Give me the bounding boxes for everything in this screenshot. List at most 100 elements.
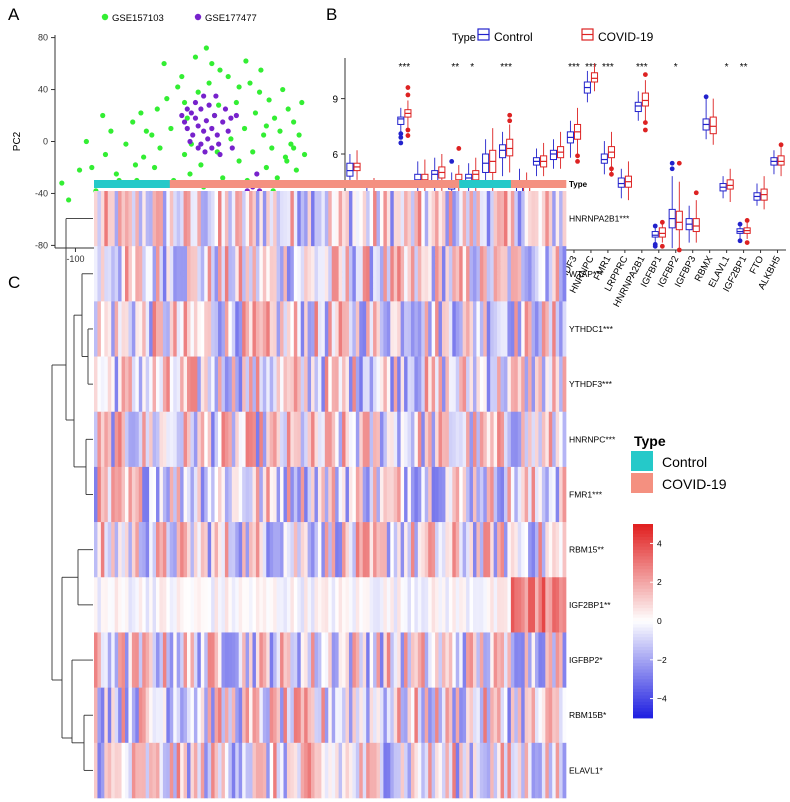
- colorbar-segment: [633, 530, 653, 535]
- heatmap-cell: [218, 411, 222, 468]
- heatmap-cell: [121, 522, 126, 578]
- heatmap-cell: [249, 466, 253, 523]
- heatmap-cell: [459, 191, 463, 247]
- heatmap-cell: [94, 356, 98, 413]
- heatmap-cell: [331, 632, 336, 688]
- point-gse177477: [187, 138, 193, 145]
- heatmap-cell: [400, 301, 405, 357]
- heatmap-cell: [524, 411, 529, 468]
- heatmap-cell: [472, 687, 477, 744]
- heatmap-cell: [524, 356, 529, 413]
- heatmap-cell: [255, 246, 260, 302]
- heatmap-cell: [379, 687, 384, 744]
- box-control: [617, 177, 625, 188]
- heatmap-cell: [190, 301, 195, 357]
- point-gse177477: [216, 141, 222, 147]
- heatmap-cell: [517, 522, 522, 578]
- heatmap-cell: [393, 577, 398, 633]
- heatmap-cell: [400, 577, 405, 633]
- outlier-point: [744, 218, 750, 223]
- heatmap-cell: [255, 411, 260, 468]
- heatmap-cell: [118, 411, 122, 468]
- colorbar-segment: [633, 682, 653, 687]
- heatmap-cell: [476, 522, 481, 578]
- heatmap-cell: [366, 687, 370, 744]
- heatmap-cell: [435, 246, 439, 302]
- heatmap-cell: [524, 687, 529, 744]
- heatmap-cell: [538, 411, 543, 468]
- heatmap-cell: [204, 191, 209, 247]
- heatmap-cell: [314, 356, 319, 413]
- point-gse157103: [66, 197, 72, 203]
- heatmap-cell: [521, 301, 526, 357]
- legend-label-gse177477: GSE177477: [205, 13, 257, 24]
- heatmap-cell: [338, 191, 343, 247]
- heatmap-cell: [169, 411, 174, 468]
- heatmap-cell: [355, 466, 360, 523]
- heatmap-cell: [100, 301, 105, 357]
- heatmap-cell: [517, 742, 522, 799]
- heatmap-cell: [500, 246, 505, 302]
- heatmap-cell: [552, 522, 557, 578]
- colorbar-segment: [633, 585, 653, 590]
- heatmap-cell: [293, 301, 298, 357]
- heatmap-cell: [503, 687, 508, 744]
- heatmap-cell: [362, 466, 367, 523]
- row-label: IGFBP2*: [569, 655, 603, 665]
- heatmap-cell: [362, 687, 367, 744]
- heatmap-cell: [386, 742, 391, 799]
- heatmap-cell: [183, 301, 188, 357]
- heatmap-cell: [397, 246, 401, 302]
- heatmap-cell: [228, 742, 233, 799]
- heatmap-cell: [528, 466, 532, 523]
- heatmap-cell: [280, 687, 284, 744]
- heatmap-cell: [152, 191, 157, 247]
- heatmap-cell: [218, 687, 222, 744]
- heatmap-cell: [483, 191, 488, 247]
- heatmap-cell: [173, 632, 178, 688]
- heatmap-cell: [324, 191, 329, 247]
- heatmap-cell: [441, 246, 446, 302]
- heatmap-cell: [297, 301, 302, 357]
- point-gse157103: [198, 162, 204, 168]
- heatmap-cell: [255, 742, 260, 799]
- colorbar-segment: [633, 604, 653, 609]
- heatmap-cell: [162, 191, 167, 247]
- point-gse177477: [192, 99, 199, 106]
- heatmap-cell: [97, 577, 102, 633]
- heatmap-cell: [121, 632, 126, 688]
- heatmap-cell: [407, 522, 412, 578]
- heatmap-cell: [290, 356, 295, 413]
- significance-rbm15: **: [451, 62, 459, 73]
- heatmap-cell: [469, 632, 474, 688]
- heatmap-cell: [218, 356, 222, 413]
- annotation-control: [94, 180, 171, 188]
- heatmap-cell: [538, 191, 543, 247]
- heatmap-cell: [159, 191, 164, 247]
- heatmap-cell: [183, 246, 188, 302]
- heatmap-cell: [242, 301, 246, 357]
- heatmap-cell: [476, 191, 481, 247]
- heatmap-cell: [297, 632, 302, 688]
- point-gse177477: [203, 118, 209, 124]
- heatmap-cell: [352, 687, 357, 744]
- heatmap-cell: [238, 411, 243, 468]
- heatmap-cell: [193, 577, 198, 633]
- heatmap-cell: [355, 687, 360, 744]
- heatmap-cell: [211, 356, 215, 413]
- heatmap-cell: [169, 246, 174, 302]
- heatmap-cell: [280, 522, 284, 578]
- heatmap-cell: [428, 742, 432, 799]
- heatmap-cell: [510, 522, 515, 578]
- heatmap-cell: [149, 191, 153, 247]
- heatmap-cell: [490, 246, 494, 302]
- heatmap-cell: [562, 687, 567, 744]
- heatmap-cell: [104, 742, 109, 799]
- heatmap-cell: [548, 577, 553, 633]
- heatmap-cell: [514, 687, 519, 744]
- heatmap-cell: [421, 742, 426, 799]
- heatmap-cell: [304, 191, 308, 247]
- heatmap-cell: [104, 466, 109, 523]
- heatmap-cell: [397, 356, 401, 413]
- heatmap-cell: [448, 632, 453, 688]
